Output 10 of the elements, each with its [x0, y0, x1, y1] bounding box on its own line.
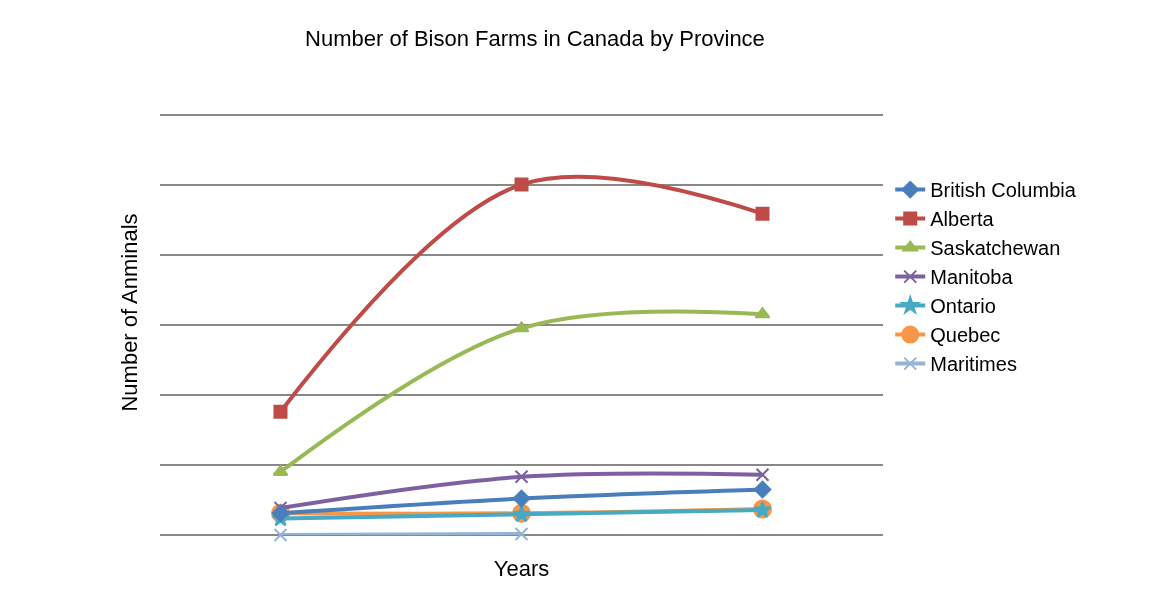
legend-label: Maritimes	[930, 353, 1017, 376]
legend-label: Ontario	[930, 295, 996, 318]
x-axis-title: Years	[493, 555, 550, 581]
legend-label: Quebec	[930, 324, 1001, 347]
y-axis-title: Number of Anminals	[116, 213, 142, 412]
legend-label: British Columbia	[930, 179, 1077, 202]
legend-label: Manitoba	[930, 266, 1014, 289]
legend-label: Saskatchewan	[930, 237, 1061, 260]
legend-label: Alberta	[930, 208, 995, 231]
chart-title: Number of Bison Farms in Canada by Province	[305, 26, 765, 52]
